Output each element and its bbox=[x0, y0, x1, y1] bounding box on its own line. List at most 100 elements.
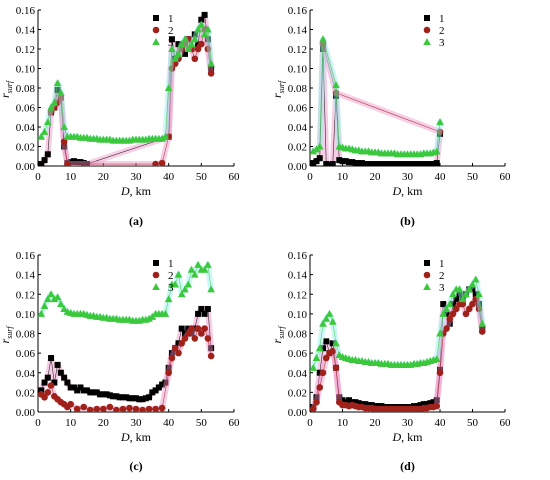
panel-label: (d) bbox=[400, 459, 415, 473]
y-tick-label: 0.08 bbox=[288, 83, 308, 95]
series-3-point bbox=[158, 134, 166, 142]
series-1-point bbox=[61, 374, 68, 381]
series-3-point bbox=[436, 118, 444, 126]
series-2-point bbox=[178, 340, 186, 347]
series-2-point bbox=[165, 369, 172, 377]
series-1-point bbox=[61, 143, 68, 150]
series-1-point bbox=[339, 397, 346, 404]
series-3-point bbox=[57, 88, 65, 96]
series-1-point bbox=[440, 301, 447, 308]
series-2-point bbox=[44, 389, 52, 396]
series-1-point bbox=[54, 86, 61, 93]
series-1-point bbox=[404, 161, 411, 166]
series-2-point bbox=[181, 335, 189, 342]
series-1-point bbox=[385, 161, 391, 166]
series-1-point bbox=[136, 396, 143, 403]
series-3-point bbox=[38, 309, 46, 317]
series-2-point bbox=[443, 325, 450, 332]
series-2-point bbox=[313, 398, 320, 406]
series-1-point bbox=[323, 338, 330, 345]
series-1-point bbox=[411, 161, 417, 166]
series-3-point bbox=[432, 147, 441, 155]
series-1-point bbox=[146, 394, 153, 401]
y-axis-label: rsurf bbox=[0, 79, 14, 98]
legend-label-2: 2 bbox=[168, 25, 174, 37]
legend-label-3: 3 bbox=[168, 282, 174, 294]
series-2-point bbox=[73, 405, 81, 412]
panel-label: (c) bbox=[129, 459, 142, 473]
series-1-point bbox=[443, 310, 450, 317]
series-3-point bbox=[432, 355, 441, 363]
series-1-point bbox=[116, 394, 123, 401]
series-1-point bbox=[407, 161, 414, 166]
series-1-point bbox=[352, 160, 359, 166]
series-3-point bbox=[60, 123, 68, 130]
series-1-point bbox=[433, 160, 440, 166]
y-tick-label: 0.12 bbox=[288, 289, 307, 301]
y-tick-label: 0.10 bbox=[16, 64, 36, 76]
x-tick-label: 0 bbox=[35, 171, 41, 183]
series-3-point bbox=[462, 290, 470, 298]
series-3-point bbox=[328, 317, 337, 325]
x-tick-label: 20 bbox=[370, 417, 382, 429]
series-1-point bbox=[103, 391, 110, 398]
x-tick-label: 50 bbox=[196, 171, 208, 183]
series-1-point bbox=[100, 391, 107, 398]
series-1-point bbox=[198, 16, 205, 23]
series-3-point bbox=[310, 147, 318, 155]
series-3-point bbox=[194, 260, 202, 268]
series-1-point bbox=[355, 160, 362, 166]
legend-label-3: 3 bbox=[168, 37, 174, 49]
series-3-point bbox=[315, 142, 324, 150]
series-1-point bbox=[398, 161, 404, 166]
y-tick-label: 0.06 bbox=[16, 103, 36, 115]
series-1-point bbox=[123, 394, 130, 401]
series-2-point bbox=[184, 330, 192, 337]
series-3-point bbox=[168, 45, 176, 52]
panel-d: 0.00 0.02 0.04 0.06 0.08 0.10 0.12 0.14 0.16 0 10 2… bbox=[270, 250, 511, 473]
series-3-point bbox=[442, 304, 451, 312]
series-1-point bbox=[80, 387, 87, 394]
series-3-point bbox=[40, 127, 49, 135]
series-2-point bbox=[145, 405, 153, 412]
series-3-point bbox=[191, 35, 199, 43]
series-1-point bbox=[326, 162, 333, 166]
series-1-point bbox=[155, 384, 162, 391]
x-tick-label: 40 bbox=[163, 171, 175, 183]
legend-label-3: 3 bbox=[439, 282, 445, 294]
series-1-point bbox=[355, 400, 362, 407]
series-1-point bbox=[476, 301, 482, 308]
series-1-point bbox=[80, 160, 87, 166]
series-1-point bbox=[472, 291, 479, 298]
series-1-point bbox=[84, 387, 90, 394]
y-axis-label: rsurf bbox=[0, 325, 14, 344]
series-1-point bbox=[453, 296, 460, 303]
series-2-point bbox=[194, 45, 202, 53]
series-1-point bbox=[113, 393, 120, 400]
series-1-point bbox=[41, 157, 48, 164]
y-tick-label: 0.16 bbox=[288, 5, 308, 17]
series-1-point bbox=[336, 157, 343, 164]
panel-label: (b) bbox=[400, 214, 415, 228]
series-2-point bbox=[178, 45, 186, 53]
series-1-point bbox=[77, 159, 84, 166]
series-3-point bbox=[197, 20, 206, 28]
x-axis-label: D, km bbox=[391, 184, 423, 198]
y-axis-label: rsurf bbox=[270, 79, 286, 98]
series-2-point bbox=[191, 55, 199, 63]
series-1-point bbox=[38, 161, 45, 166]
series-1-point bbox=[51, 379, 58, 386]
series-3-point bbox=[204, 260, 212, 268]
legend-label-1: 1 bbox=[439, 258, 445, 270]
series-3-point bbox=[181, 285, 189, 293]
series-1-point bbox=[424, 401, 430, 408]
series-1-point bbox=[339, 158, 346, 165]
series-1-point bbox=[93, 389, 100, 396]
series-3-point bbox=[312, 354, 321, 362]
series-2-point bbox=[191, 335, 199, 342]
series-1-point bbox=[372, 161, 378, 166]
series-1-point bbox=[204, 305, 211, 312]
series-1-point bbox=[41, 379, 48, 386]
y-tick-label: 0.00 bbox=[16, 407, 36, 419]
